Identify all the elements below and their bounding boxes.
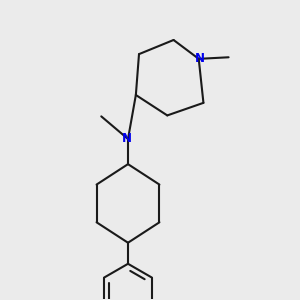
Text: N: N xyxy=(122,133,131,146)
Text: N: N xyxy=(195,52,205,65)
